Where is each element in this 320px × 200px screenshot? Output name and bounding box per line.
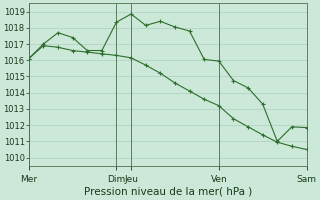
X-axis label: Pression niveau de la mer( hPa ): Pression niveau de la mer( hPa ) xyxy=(84,187,252,197)
